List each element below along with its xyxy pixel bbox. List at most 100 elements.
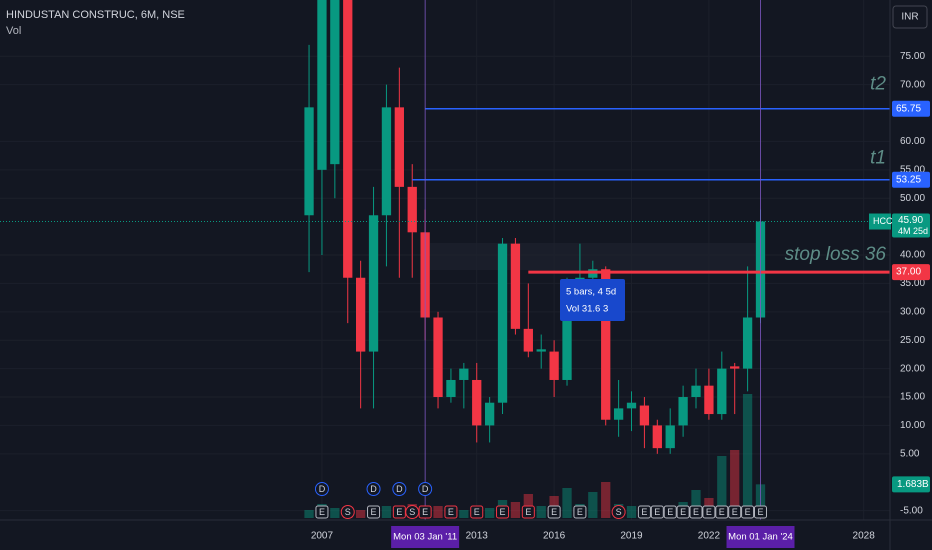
- price-label: 45.90: [898, 215, 923, 226]
- plot: [0, 0, 890, 520]
- event-badge: [573, 505, 587, 519]
- event-label: E: [396, 507, 402, 517]
- candle-body: [523, 328, 533, 352]
- event-label: E: [551, 507, 557, 517]
- event-badge: [547, 505, 561, 519]
- event-label: E: [757, 507, 763, 517]
- y-tick-label: 5.00: [900, 448, 920, 459]
- candle-body: [549, 351, 559, 380]
- candle-body: [665, 425, 675, 449]
- candle-body: [742, 317, 753, 369]
- event-label: E: [693, 507, 699, 517]
- event-label: E: [706, 507, 712, 517]
- candle-body: [562, 283, 572, 380]
- candle-body: [652, 425, 662, 449]
- y-tick-label: 35.00: [900, 278, 925, 289]
- candle-body: [497, 243, 508, 403]
- volume-bar: [459, 510, 469, 518]
- candle-body: [394, 107, 404, 187]
- volume-bar: [510, 502, 521, 518]
- currency-box[interactable]: [892, 5, 928, 29]
- crosshair-label: Mon 03 Jan '11: [393, 532, 457, 543]
- candle-body: [601, 269, 611, 420]
- x-tick-label: 2028: [853, 531, 876, 542]
- event-badge: [676, 505, 690, 519]
- x-tick-label: 2016: [543, 531, 566, 542]
- annotation: stop loss 36: [785, 244, 887, 265]
- volume-bar: [626, 506, 637, 518]
- event-badge: [521, 505, 535, 519]
- annotation: t2: [870, 74, 886, 95]
- event-badge: [689, 505, 703, 519]
- currency: INR: [901, 12, 918, 23]
- candle-body: [381, 107, 392, 216]
- symbol-tag: [869, 213, 891, 230]
- y-tick-label: 60.00: [900, 136, 925, 147]
- subtitle: Vol: [6, 25, 21, 37]
- x-tick-label: 2019: [620, 531, 643, 542]
- event-label: E: [745, 507, 751, 517]
- event-label: S: [616, 507, 622, 517]
- candle-body: [433, 317, 443, 398]
- event-label: S: [345, 507, 351, 517]
- level-label: 65.75: [896, 103, 921, 114]
- volume-bar: [356, 510, 366, 518]
- event-label: D: [319, 484, 326, 494]
- volume-tag: [892, 476, 930, 493]
- event-label: D: [422, 484, 429, 494]
- crosshair-tag: [391, 526, 460, 548]
- tooltip-box: [560, 279, 625, 321]
- event-label: E: [525, 507, 531, 517]
- event-badge: [314, 482, 329, 496]
- event-label: E: [680, 507, 686, 517]
- y-tick-label: 10.00: [900, 420, 925, 431]
- symbol-label: HCC: [873, 216, 893, 226]
- y-tick-label: 15.00: [900, 392, 925, 403]
- annotation: t1: [870, 147, 886, 168]
- candle-body: [626, 402, 637, 409]
- volume-bar: [730, 450, 740, 518]
- candle-body: [317, 0, 327, 170]
- price-tag: [892, 213, 930, 238]
- event-label: E: [577, 507, 583, 517]
- event-badge: [418, 505, 432, 519]
- tooltip-text: Vol 31.6 3: [566, 304, 608, 315]
- event-label: E: [448, 507, 454, 517]
- x-tick-label: 2007: [311, 531, 334, 542]
- volume-bar: [691, 490, 701, 518]
- candle-body: [330, 0, 340, 165]
- candle-body: [613, 408, 624, 420]
- event-label: D: [396, 484, 403, 494]
- level-tag: [892, 100, 930, 117]
- candle-body: [691, 385, 701, 398]
- volume-bar: [433, 506, 443, 518]
- crosshair-tag: [726, 526, 795, 548]
- event-label: E: [654, 507, 660, 517]
- candle-body: [446, 379, 456, 398]
- event-badge: [340, 505, 355, 519]
- event-badge: [741, 505, 755, 519]
- candle-body: [356, 277, 366, 352]
- tooltip-text: 5 bars, 4 5d: [566, 287, 616, 298]
- y-tick-label: 20.00: [900, 363, 925, 374]
- volume-bar: [484, 508, 495, 518]
- level-label: 53.25: [896, 174, 921, 185]
- candle-body: [678, 397, 688, 426]
- event-badge: [366, 482, 381, 496]
- event-badge: [663, 505, 677, 519]
- y-tick-label: -5.00: [900, 505, 923, 516]
- y-tick-label: 50.00: [900, 193, 925, 204]
- candle-body: [472, 379, 482, 426]
- candle-body: [510, 243, 521, 329]
- y-tick-label: 30.00: [900, 306, 925, 317]
- title: HINDUSTAN CONSTRUC, 6M, NSE: [6, 9, 185, 21]
- volume-bar: [562, 488, 572, 518]
- candle-body: [717, 368, 727, 415]
- event-label: E: [719, 507, 725, 517]
- event-label: E: [641, 507, 647, 517]
- volume-bar: [742, 394, 753, 518]
- y-tick-label: 70.00: [900, 79, 925, 90]
- event-badge: [728, 505, 742, 519]
- event-badge: [753, 505, 767, 519]
- event-label: D: [370, 484, 377, 494]
